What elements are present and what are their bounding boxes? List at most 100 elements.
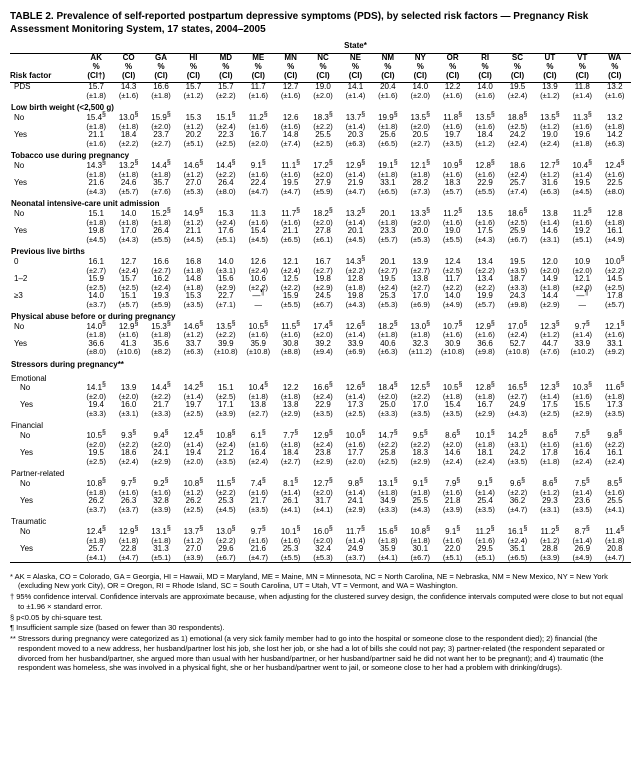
row-label: Yes (10, 179, 80, 188)
ci-cell: (±2.5) (339, 410, 371, 418)
row-label: No (10, 528, 80, 537)
ci-cell: (±5.1) (145, 554, 177, 563)
ci-cell: (±5.7) (469, 301, 501, 309)
ci-cell: (±2.5) (80, 458, 112, 466)
ci-cell: (±2.9) (145, 458, 177, 466)
footnote-line: † 95% confidence interval. Confidence in… (10, 592, 631, 612)
ci-cell: (±2.4) (599, 458, 632, 466)
ci-cell: (±7.6) (145, 188, 177, 196)
ci-cell: (±4.1) (307, 506, 339, 514)
pct-label: % (501, 63, 533, 72)
ci-cell: (±5.1) (469, 554, 501, 563)
ci-cell: (±5.1) (210, 236, 242, 244)
row-label: Yes (10, 131, 80, 140)
ci-label: (CI) (339, 71, 371, 82)
ci-cell: (±2.5) (210, 140, 242, 148)
ci-cell: (±3.5) (242, 506, 274, 514)
ci-cell: (±6.5) (372, 140, 404, 148)
ci-cell: (±2.4) (242, 458, 274, 466)
ci-cell: (±3.3) (372, 506, 404, 514)
pct-label: % (599, 63, 632, 72)
ci-cell: (±2.4) (436, 458, 468, 466)
ci-cell: (±1.4) (339, 92, 371, 100)
ci-cell: (±5.9) (145, 301, 177, 309)
ci-cell: (±2.4) (501, 92, 533, 100)
ci-cell: (±2.9) (307, 458, 339, 466)
ci-cell: (±6.9) (339, 348, 371, 356)
ci-cell: (±4.5) (339, 236, 371, 244)
ci-cell: (±2.7) (242, 410, 274, 418)
ci-cell: (±4.7) (599, 554, 632, 563)
ci-cell: (±2.0) (339, 458, 371, 466)
ci-cell: (±7.4) (274, 140, 306, 148)
ci-cell: (±1.6) (372, 92, 404, 100)
ci-cell: (±2.5) (177, 410, 209, 418)
ci-cell: (±1.6) (436, 92, 468, 100)
ci-cell: (±3.1) (534, 236, 566, 244)
pct-label: % (436, 63, 468, 72)
ci-cell: (±1.6) (112, 92, 144, 100)
ci-cell: (±6.7) (404, 554, 436, 563)
ci-label: (CI) (145, 71, 177, 82)
table-title: TABLE 2. Prevalence of self-reported pos… (10, 10, 631, 36)
ci-cell: (±1.8) (534, 458, 566, 466)
ci-cell: (±7.3) (404, 188, 436, 196)
ci-cell: (±2.9) (566, 410, 598, 418)
ci-cell: (±1.4) (566, 92, 598, 100)
ci-cell: (±8.0) (80, 348, 112, 356)
ci-cell: (±2.0) (307, 92, 339, 100)
row-label: No (10, 432, 80, 441)
ci-cell: (±4.7) (501, 506, 533, 514)
ci-label: (CI) (177, 71, 209, 82)
ci-cell: (±3.9) (436, 506, 468, 514)
ci-cell: (±1.6) (469, 92, 501, 100)
ci-cell: — (566, 301, 598, 309)
pds-table: State* AKCOGAHIMDMEMNNCNENMNYORRISCUTVTW… (10, 42, 631, 564)
ci-cell: (±5.9) (307, 188, 339, 196)
ci-cell: (±7.6) (534, 348, 566, 356)
pct-label: % (145, 63, 177, 72)
ci-cell: (±5.3) (177, 188, 209, 196)
ci-cell: (±4.7) (339, 188, 371, 196)
footnote-line: * AK = Alaska, CO = Colorado, GA = Georg… (10, 572, 631, 592)
ci-cell: (±6.3) (599, 140, 632, 148)
pct-label: % (534, 63, 566, 72)
pct-label: % (404, 63, 436, 72)
ci-cell: (±5.7) (436, 188, 468, 196)
ci-cell: (±5.5) (436, 236, 468, 244)
pct-label: % (242, 63, 274, 72)
ci-cell: (±10.8) (436, 348, 468, 356)
ci-cell: (±3.7) (112, 506, 144, 514)
row-label: Yes (10, 497, 80, 506)
ci-cell: (±2.4) (469, 458, 501, 466)
ci-cell: (±5.1) (566, 236, 598, 244)
ci-cell: (±8.8) (274, 348, 306, 356)
ci-cell: (±2.5) (307, 140, 339, 148)
ci-cell: (±2.0) (404, 92, 436, 100)
row-label: PDS (10, 83, 80, 92)
ci-cell: (±6.3) (534, 188, 566, 196)
ci-cell: (±2.4) (534, 140, 566, 148)
ci-cell: (±4.5) (177, 236, 209, 244)
ci-cell: (±8.2) (145, 348, 177, 356)
ci-label: (CI) (307, 71, 339, 82)
ci-cell: (±3.5) (501, 458, 533, 466)
ci-cell: (±11.2) (404, 348, 436, 356)
ci-cell: (±1.6) (242, 92, 274, 100)
ci-cell: (±6.7) (210, 554, 242, 563)
ci-cell: (±6.7) (307, 301, 339, 309)
ci-cell: (±3.5) (307, 410, 339, 418)
ci-label: (CI) (372, 71, 404, 82)
ci-cell: (±3.5) (436, 410, 468, 418)
ci-cell: (±2.4) (501, 140, 533, 148)
ci-cell: (±2.2) (210, 92, 242, 100)
footnote-line: ** Stressors during pregnancy were categ… (10, 634, 631, 673)
ci-cell: (±6.5) (372, 188, 404, 196)
row-label: 1–2 (10, 275, 80, 284)
ci-cell: (±5.7) (599, 301, 632, 309)
ci-cell: (±9.8) (501, 301, 533, 309)
ci-label: (CI) (274, 71, 306, 82)
ci-label: (CI†) (80, 71, 112, 82)
ci-cell: (±5.7) (112, 301, 144, 309)
ci-cell: (±1.6) (599, 92, 632, 100)
